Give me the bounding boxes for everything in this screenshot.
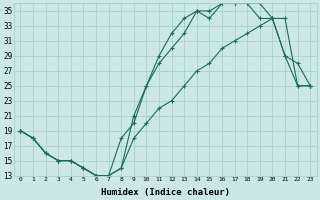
X-axis label: Humidex (Indice chaleur): Humidex (Indice chaleur) bbox=[101, 188, 230, 197]
